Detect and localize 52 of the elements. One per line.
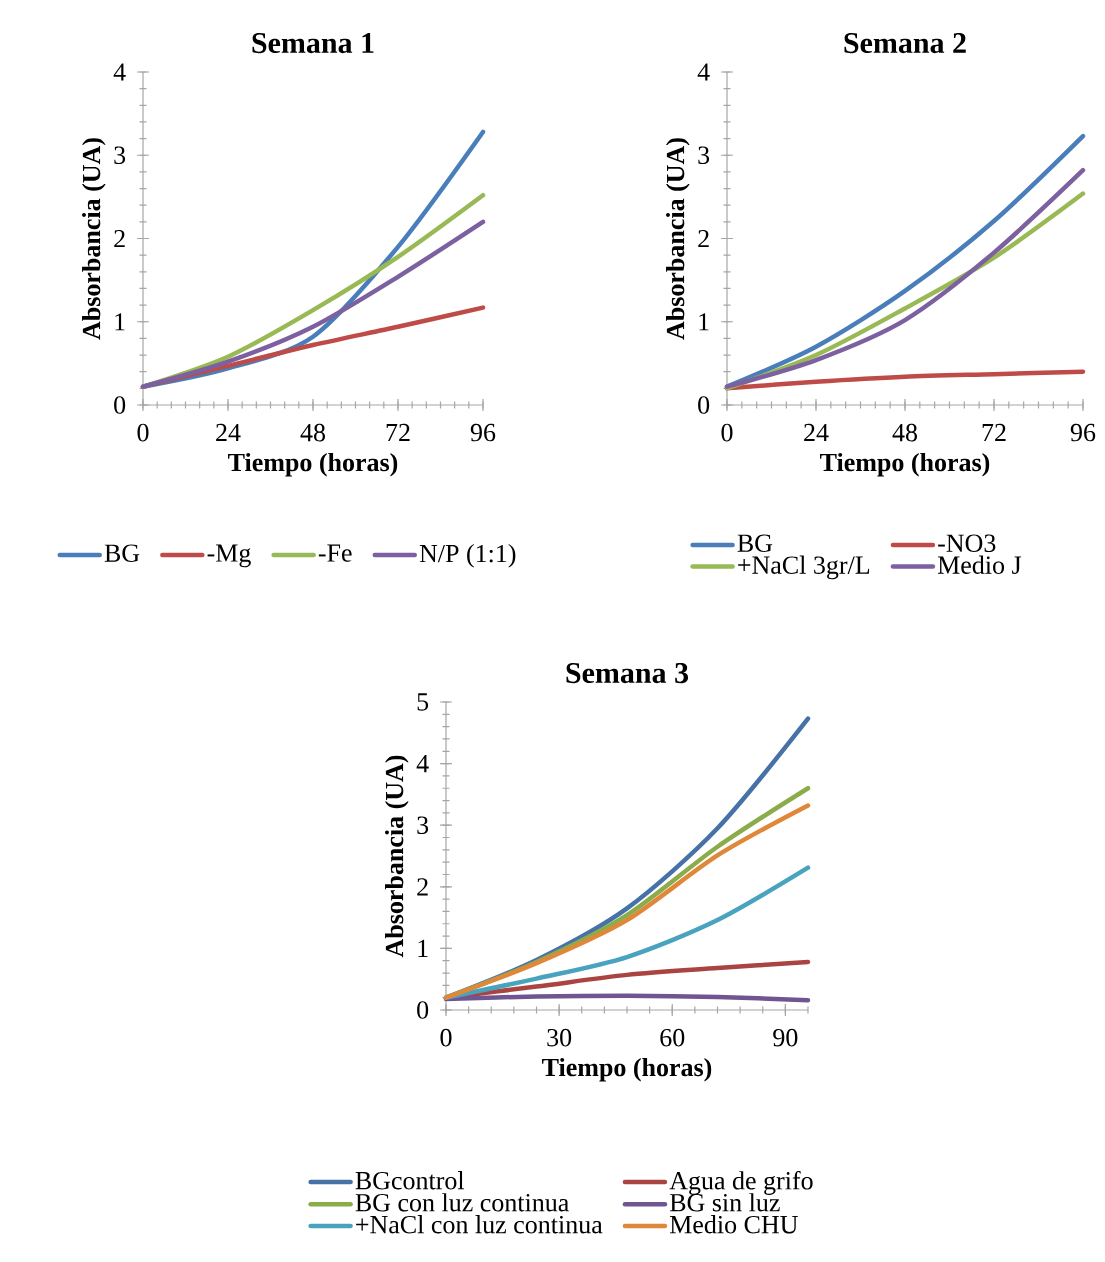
legend-label: Medio J bbox=[937, 555, 1022, 574]
x-tick-label: 72 bbox=[982, 423, 1006, 442]
legend-label: BG con luz continua bbox=[355, 1193, 569, 1212]
y-tick-label: 4 bbox=[113, 63, 126, 81]
chart-title: Semana 1 bbox=[252, 32, 374, 54]
legend-label: +NaCl 3gr/L bbox=[738, 555, 870, 580]
x-tick-label: 0 bbox=[137, 423, 149, 442]
legend-label: N/P (1:1) bbox=[419, 544, 516, 568]
x-axis-title: Tiempo (horas) bbox=[228, 452, 398, 477]
y-tick-label: 2 bbox=[114, 229, 125, 248]
chart-title: Semana 3 bbox=[566, 662, 689, 684]
legend-label: -Fe bbox=[318, 544, 352, 562]
legend-label: -Mg bbox=[207, 544, 251, 568]
x-axis-title: Tiempo (horas) bbox=[542, 1057, 712, 1082]
y-tick-label: 4 bbox=[697, 63, 710, 81]
x-tick-label: 0 bbox=[440, 1028, 452, 1047]
chart-title: Semana 2 bbox=[844, 32, 966, 54]
y-axis-title: Absorbancia (UA) bbox=[385, 755, 409, 958]
x-tick-label: 48 bbox=[300, 423, 326, 442]
y-axis-title: Absorbancia (UA) bbox=[82, 138, 106, 340]
y-tick-label: 2 bbox=[698, 229, 709, 248]
legend-label: BGcontrol bbox=[355, 1171, 465, 1190]
x-tick-label: 72 bbox=[386, 423, 410, 442]
legend-label: BG bbox=[104, 544, 140, 562]
legend-label: BG bbox=[737, 534, 773, 552]
x-tick-label: 30 bbox=[547, 1028, 572, 1047]
x-tick-label: 96 bbox=[470, 423, 496, 442]
x-tick-label: 48 bbox=[892, 423, 918, 442]
y-tick-label: 1 bbox=[699, 313, 709, 331]
y-tick-label: 0 bbox=[698, 396, 710, 414]
y-tick-label: 3 bbox=[698, 146, 710, 164]
y-tick-label: 1 bbox=[115, 313, 125, 331]
y-axis-title: Absorbancia (UA) bbox=[666, 138, 690, 340]
y-tick-label: 4 bbox=[416, 755, 429, 773]
x-tick-label: 24 bbox=[216, 423, 241, 442]
y-tick-label: 0 bbox=[114, 396, 126, 414]
legend-label: +NaCl con luz continua bbox=[356, 1215, 603, 1234]
x-tick-label: 96 bbox=[1070, 423, 1096, 442]
y-tick-label: 1 bbox=[418, 939, 428, 957]
x-tick-label: 60 bbox=[660, 1028, 685, 1047]
y-tick-label: 3 bbox=[114, 146, 126, 164]
y-tick-label: 3 bbox=[417, 816, 429, 834]
x-tick-label: 90 bbox=[773, 1028, 798, 1047]
y-tick-label: 5 bbox=[417, 693, 429, 711]
legend-label: BG sin luz bbox=[669, 1193, 780, 1212]
x-tick-label: 0 bbox=[721, 423, 733, 442]
legend-label: Medio CHU bbox=[669, 1215, 798, 1234]
y-tick-label: 0 bbox=[417, 1001, 429, 1019]
x-tick-label: 24 bbox=[804, 423, 829, 442]
y-tick-label: 2 bbox=[417, 878, 428, 896]
legend-label: -NO3 bbox=[938, 534, 996, 552]
x-axis-title: Tiempo (horas) bbox=[820, 452, 990, 477]
